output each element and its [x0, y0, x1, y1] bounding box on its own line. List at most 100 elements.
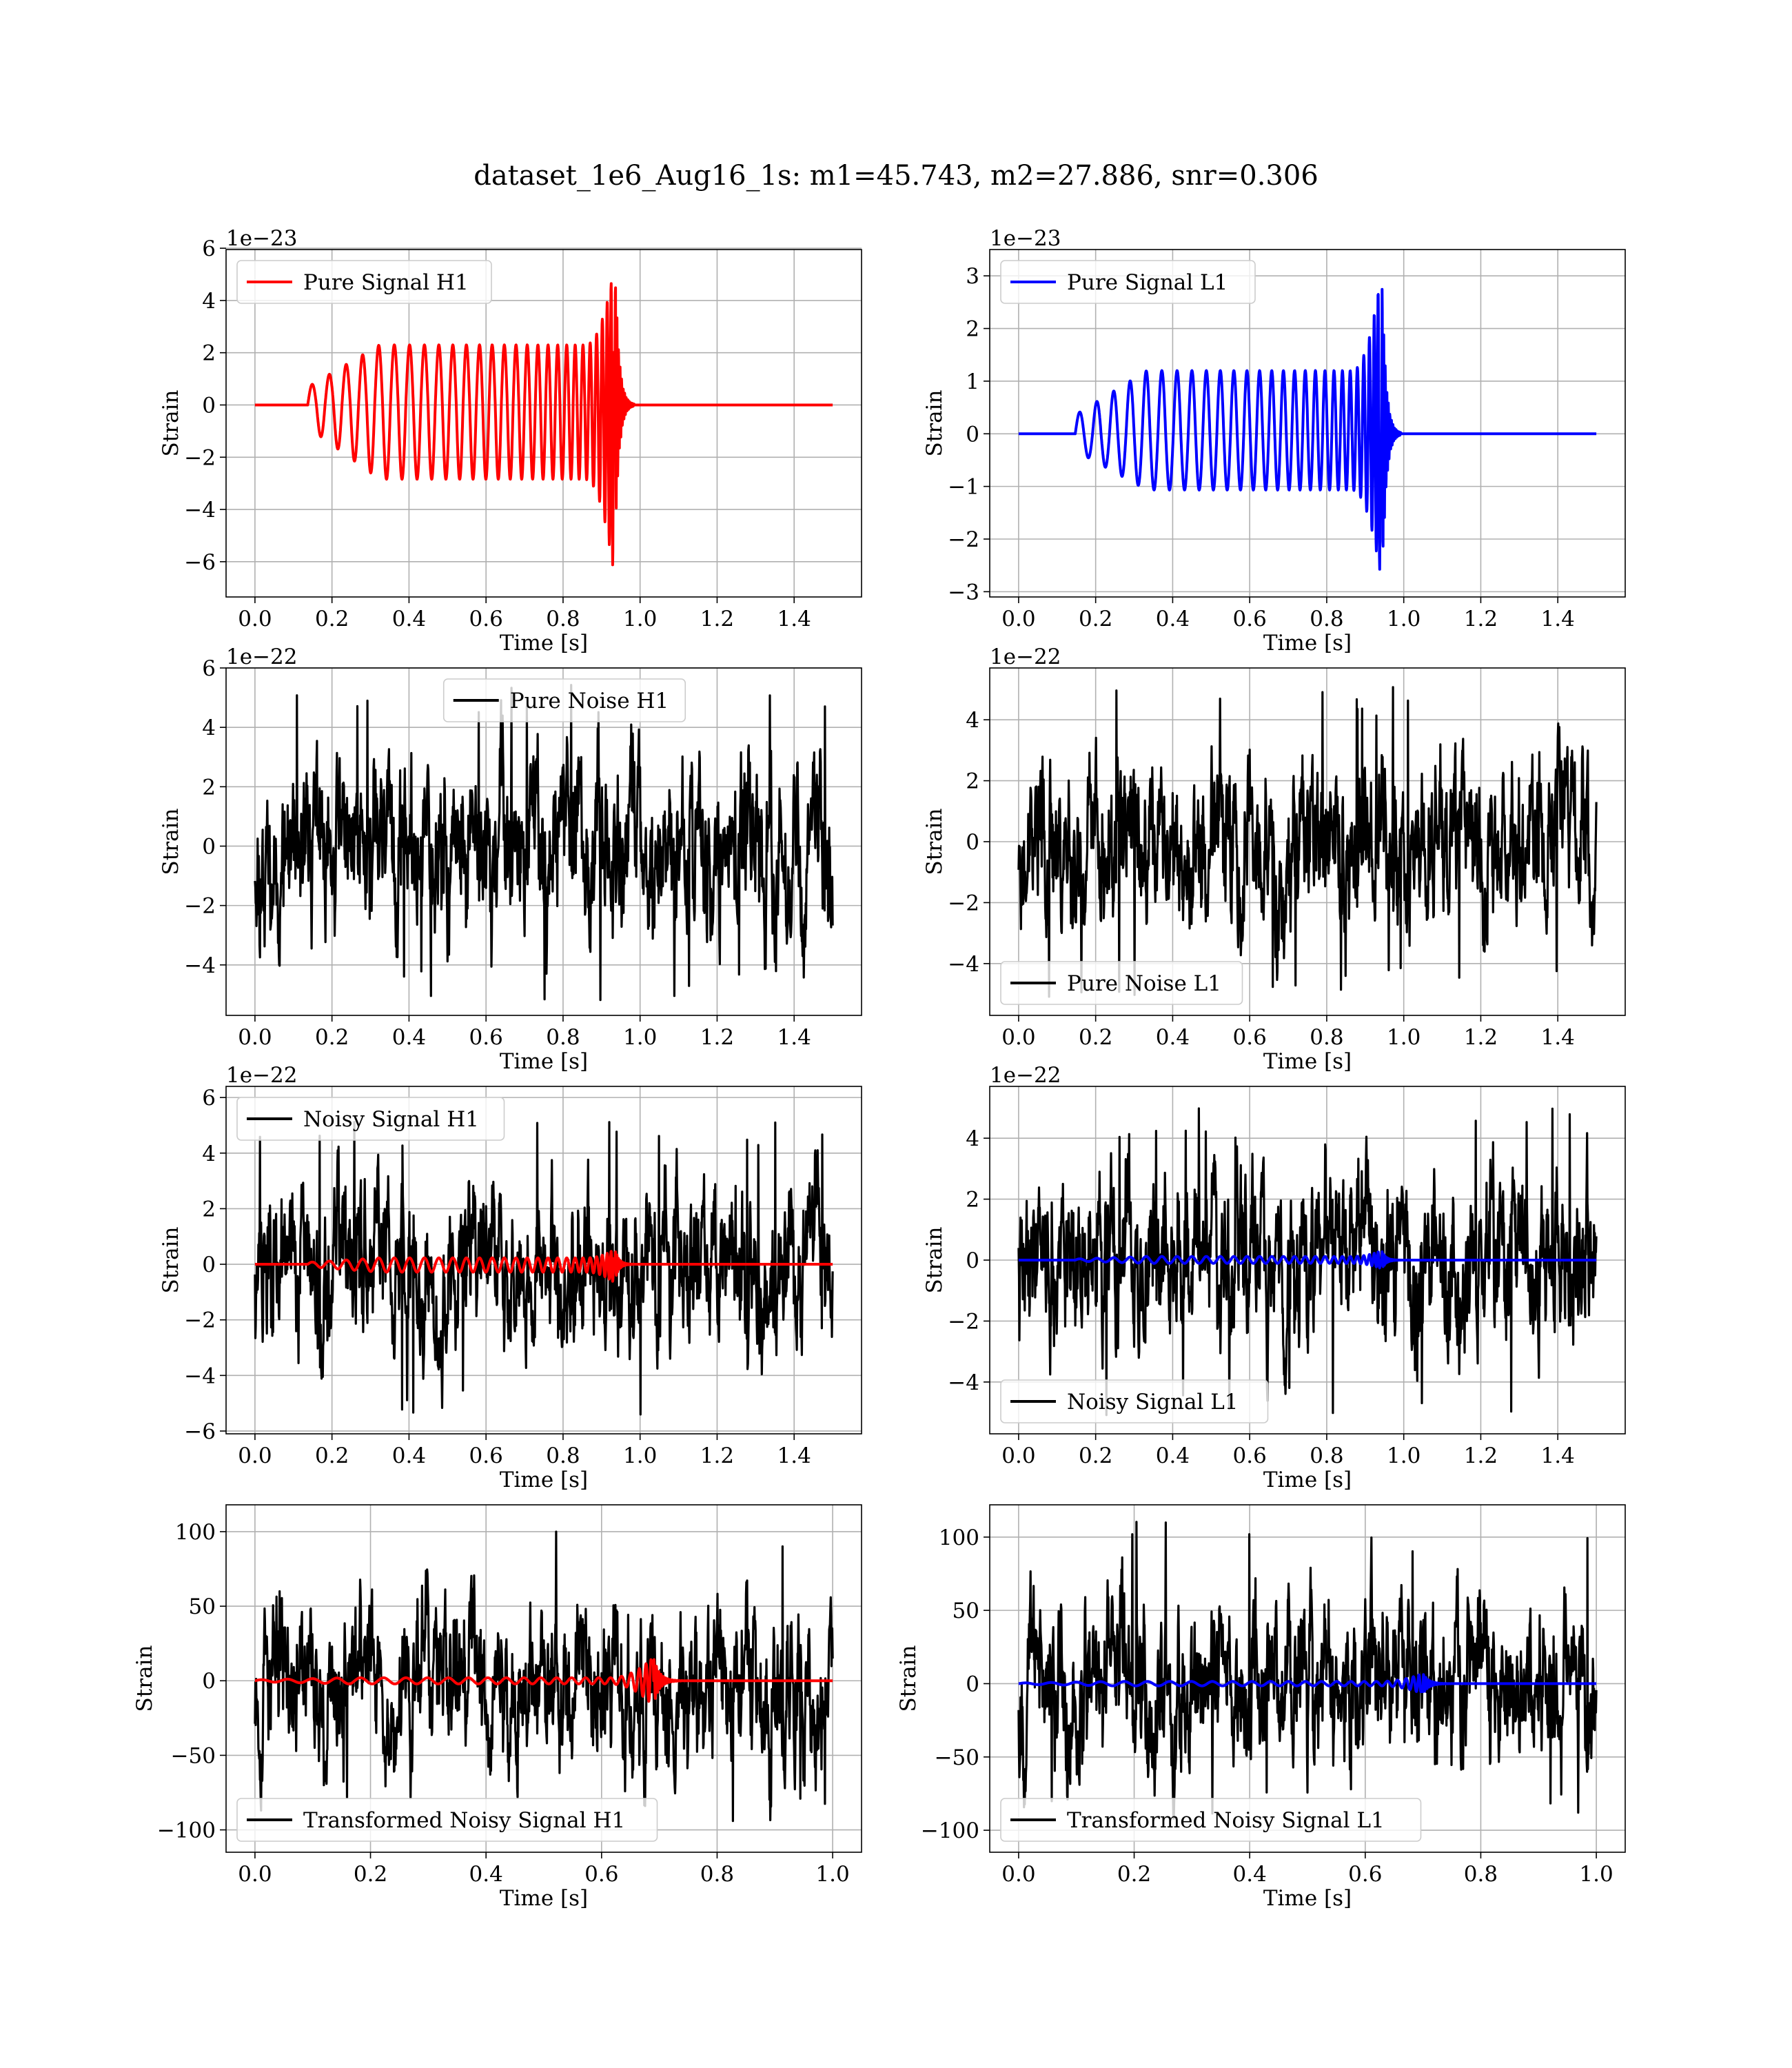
y-tick-label: 50 — [953, 1599, 979, 1623]
x-tick-label: 1.2 — [1464, 1443, 1498, 1468]
x-tick-label: 1.0 — [1387, 607, 1421, 631]
y-tick-label: 0 — [202, 1253, 216, 1277]
y-offset-label: 1e−23 — [226, 226, 298, 251]
axes-frame — [225, 667, 862, 1016]
legend-label: Noisy Signal H1 — [303, 1107, 479, 1132]
x-axis-label: Time [s] — [500, 631, 588, 656]
legend: Pure Noise H1 — [442, 678, 686, 722]
series-line-noisy-signal-l1 — [1017, 1107, 1598, 1417]
pure-signal-h1-axes: 0.0 0.2 0.4 0.6 0.8 1.0 1.2 1.4 −6 −4 −2 0 2 4 6 Time [… — [159, 226, 862, 656]
x-tick-label: 0.4 — [1156, 1443, 1190, 1468]
subplot-grid: 0.0 0.2 0.4 0.6 0.8 1.0 1.2 1.4 −6 −4 −2 0 2 4 6 Time [… — [132, 226, 1626, 1911]
legend-box — [236, 260, 492, 304]
x-tick-label: 0.6 — [469, 1025, 503, 1050]
x-tick-label: 0.8 — [1310, 607, 1343, 631]
y-tick-label: −4 — [184, 498, 216, 523]
series-line-pure-signal-h1 — [254, 282, 834, 567]
legend: Transformed Noisy Signal H1 — [236, 1798, 658, 1842]
x-tick-label: 0.4 — [469, 1862, 503, 1887]
y-tick-label: −2 — [948, 527, 979, 552]
y-tick-label: 0 — [202, 834, 216, 859]
x-tick-label: 0.2 — [354, 1862, 387, 1887]
series-line-noisy-signal-h1 — [254, 1121, 834, 1416]
x-tick-label: 0.0 — [1001, 1443, 1035, 1468]
y-tick-label: −50 — [171, 1743, 216, 1768]
x-tick-label: 0.0 — [238, 1443, 272, 1468]
x-tick-label: 1.2 — [1464, 1025, 1498, 1050]
x-tick-label: 0.8 — [1310, 1443, 1343, 1468]
legend: Transformed Noisy Signal L1 — [1000, 1798, 1422, 1842]
legend-label: Transformed Noisy Signal H1 — [303, 1808, 625, 1833]
transformed-noisy-signal-l1-axes: 0.0 0.2 0.4 0.6 0.8 1.0 −100 −50 0 50 100 Time [s] S… — [896, 1504, 1626, 1911]
y-tick-label: −50 — [935, 1745, 979, 1770]
y-tick-label: 0 — [202, 393, 216, 418]
y-offset-label: 1e−22 — [226, 645, 298, 669]
y-tick-label: 0 — [966, 1248, 979, 1273]
figure-title: dataset_1e6_Aug16_1s: m1=45.743, m2=27.8… — [474, 160, 1318, 192]
series-group — [254, 684, 834, 1002]
x-tick-label: 0.6 — [1348, 1862, 1382, 1887]
y-tick-label: 100 — [175, 1520, 216, 1545]
x-tick-label: 0.6 — [1233, 1443, 1267, 1468]
y-tick-label: 2 — [202, 1197, 216, 1221]
y-tick-label: 100 — [939, 1525, 979, 1550]
series-line-pure-signal-l1 — [1017, 1250, 1598, 1270]
x-tick-label: 1.2 — [700, 1443, 734, 1468]
y-tick-label: −2 — [184, 894, 216, 919]
x-tick-label: 0.4 — [1156, 1025, 1190, 1050]
y-tick-label: 6 — [202, 236, 216, 261]
y-tick-label: −2 — [184, 445, 216, 470]
y-tick-label: 0 — [966, 422, 979, 447]
legend-box — [1000, 1798, 1422, 1842]
x-tick-label: 0.6 — [1233, 1025, 1267, 1050]
series-line-transformed-noisy-signal-l1 — [1017, 1521, 1598, 1820]
x-axis-label: Time [s] — [1263, 1468, 1352, 1492]
x-tick-label: 1.0 — [1387, 1025, 1421, 1050]
y-tick-label: −4 — [184, 953, 216, 978]
x-tick-label: 0.8 — [1464, 1862, 1498, 1887]
y-tick-label: −4 — [948, 1370, 979, 1395]
x-tick-label: 0.2 — [315, 1025, 349, 1050]
legend-label: Pure Signal L1 — [1067, 270, 1228, 295]
y-axis-label: Strain — [922, 390, 947, 457]
y-tick-label: −2 — [948, 891, 979, 915]
legend-box — [442, 678, 686, 722]
x-tick-label: 1.0 — [815, 1862, 849, 1887]
series-group — [254, 1530, 834, 1823]
x-tick-label: 0.4 — [392, 1025, 426, 1050]
y-axis-label: Strain — [159, 809, 183, 875]
x-tick-label: 0.0 — [1001, 1862, 1035, 1887]
y-axis-label: Strain — [922, 1227, 947, 1294]
x-tick-label: 0.8 — [1310, 1025, 1343, 1050]
series-line-transformed-pure-signal-h1 — [254, 1658, 834, 1703]
x-tick-label: 0.4 — [1156, 607, 1190, 631]
y-tick-label: 6 — [202, 656, 216, 681]
y-offset-label: 1e−22 — [990, 645, 1061, 669]
x-tick-label: 1.2 — [700, 607, 734, 631]
y-tick-label: 6 — [202, 1086, 216, 1111]
transformed-noisy-signal-h1-axes: 0.0 0.2 0.4 0.6 0.8 1.0 −100 −50 0 50 100 Time [s] S… — [132, 1504, 862, 1911]
y-tick-label: 2 — [966, 1188, 979, 1213]
legend: Pure Signal H1 — [236, 260, 492, 304]
x-axis-label: Time [s] — [1263, 631, 1352, 656]
series-group — [1017, 686, 1598, 998]
legend-label: Pure Noise L1 — [1067, 971, 1221, 996]
x-tick-label: 0.0 — [238, 1862, 272, 1887]
series-line-pure-noise-l1 — [1017, 686, 1598, 998]
x-tick-label: 0.8 — [546, 607, 580, 631]
x-tick-label: 0.8 — [546, 1025, 580, 1050]
x-axis-label: Time [s] — [1263, 1049, 1352, 1074]
series-line-pure-signal-l1 — [1017, 287, 1598, 571]
legend-label: Transformed Noisy Signal L1 — [1067, 1808, 1385, 1833]
series-line-pure-signal-h1 — [254, 1250, 834, 1283]
x-tick-label: 1.0 — [623, 1025, 657, 1050]
y-offset-label: 1e−23 — [990, 226, 1061, 251]
axes-frame — [225, 249, 862, 598]
y-tick-label: −2 — [184, 1308, 216, 1333]
x-tick-label: 1.2 — [700, 1025, 734, 1050]
x-tick-label: 0.6 — [584, 1862, 618, 1887]
x-tick-label: 1.4 — [1541, 1025, 1575, 1050]
y-offset-label: 1e−22 — [990, 1063, 1061, 1088]
legend-label: Pure Signal H1 — [303, 270, 469, 295]
x-tick-label: 0.2 — [1079, 607, 1112, 631]
